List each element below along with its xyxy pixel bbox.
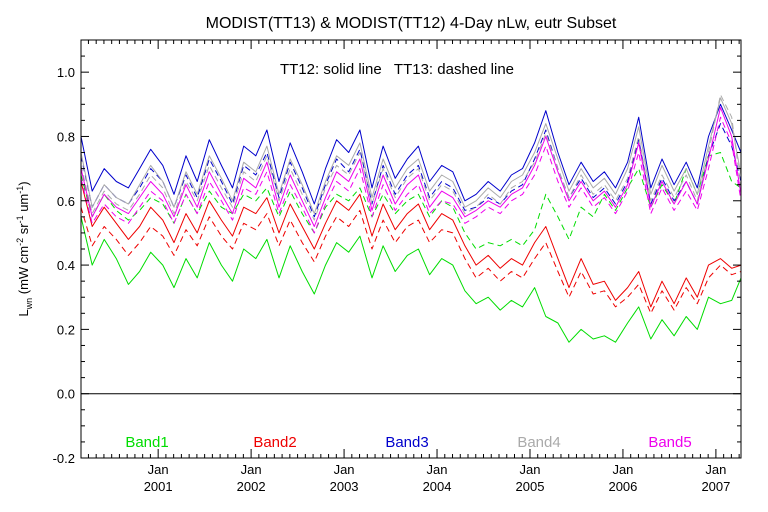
x-tick-month-label: Jan [612,462,633,477]
y-axis-label: Lwn (mW cm-2 sr-1 um-1) [15,181,34,316]
y-tick-label: 1.0 [57,65,75,80]
band5-label: Band5 [648,434,691,451]
y-tick-label: 0.6 [57,194,75,209]
x-tick-month-label: Jan [520,462,541,477]
x-tick-year-label: 2004 [423,479,452,494]
band4-solid-line [80,97,742,215]
band2-solid-line [80,181,742,308]
y-tick-label: -0.2 [53,451,75,466]
band3-dashed-line [80,123,742,218]
y-tick-label: 0.0 [57,387,75,402]
x-tick-month-label: Jan [241,462,262,477]
band2-label: Band2 [253,434,296,451]
y-tick-label: 0.4 [57,258,75,273]
x-tick-year-label: 2003 [330,479,359,494]
x-tick-year-label: 2006 [608,479,637,494]
band1-label: Band1 [125,434,168,451]
band4-label: Band4 [517,434,560,451]
band5-dashed-line [80,116,742,234]
x-tick-month-label: Jan [334,462,355,477]
band3-label: Band3 [385,434,428,451]
band5-solid-line [80,107,742,227]
band3-solid-line [80,103,742,205]
line-style-annotation: TT12: solid line TT13: dashed line [280,61,514,78]
x-tick-month-label: Jan [427,462,448,477]
x-tick-month-label: Jan [148,462,169,477]
series-layer [80,94,742,343]
band1-solid-line [80,216,742,343]
x-tick-year-label: 2001 [144,479,173,494]
x-tick-year-label: 2005 [516,479,545,494]
x-axis: Jan 2001 Jan 2002 Jan 2003 Jan 2004 Jan 2005 Jan 20… [87,40,740,494]
band2-dashed-line [80,207,742,314]
x-tick-month-label: Jan [705,462,726,477]
plot-frame [80,39,742,459]
y-axis: -0.2 0.0 0.2 0.4 0.6 0.8 1.0 [53,39,741,466]
y-tick-label: 0.2 [57,322,75,337]
band-legend: Band1 Band2 Band3 Band4 Band5 [125,434,691,451]
x-tick-year-label: 2007 [701,479,730,494]
band4-dashed-line [80,94,742,221]
chart-title: MODIST(TT13) & MODIST(TT12) 4-Day nLw, e… [206,15,617,32]
y-tick-label: 0.8 [57,129,75,144]
x-tick-year-label: 2002 [237,479,266,494]
